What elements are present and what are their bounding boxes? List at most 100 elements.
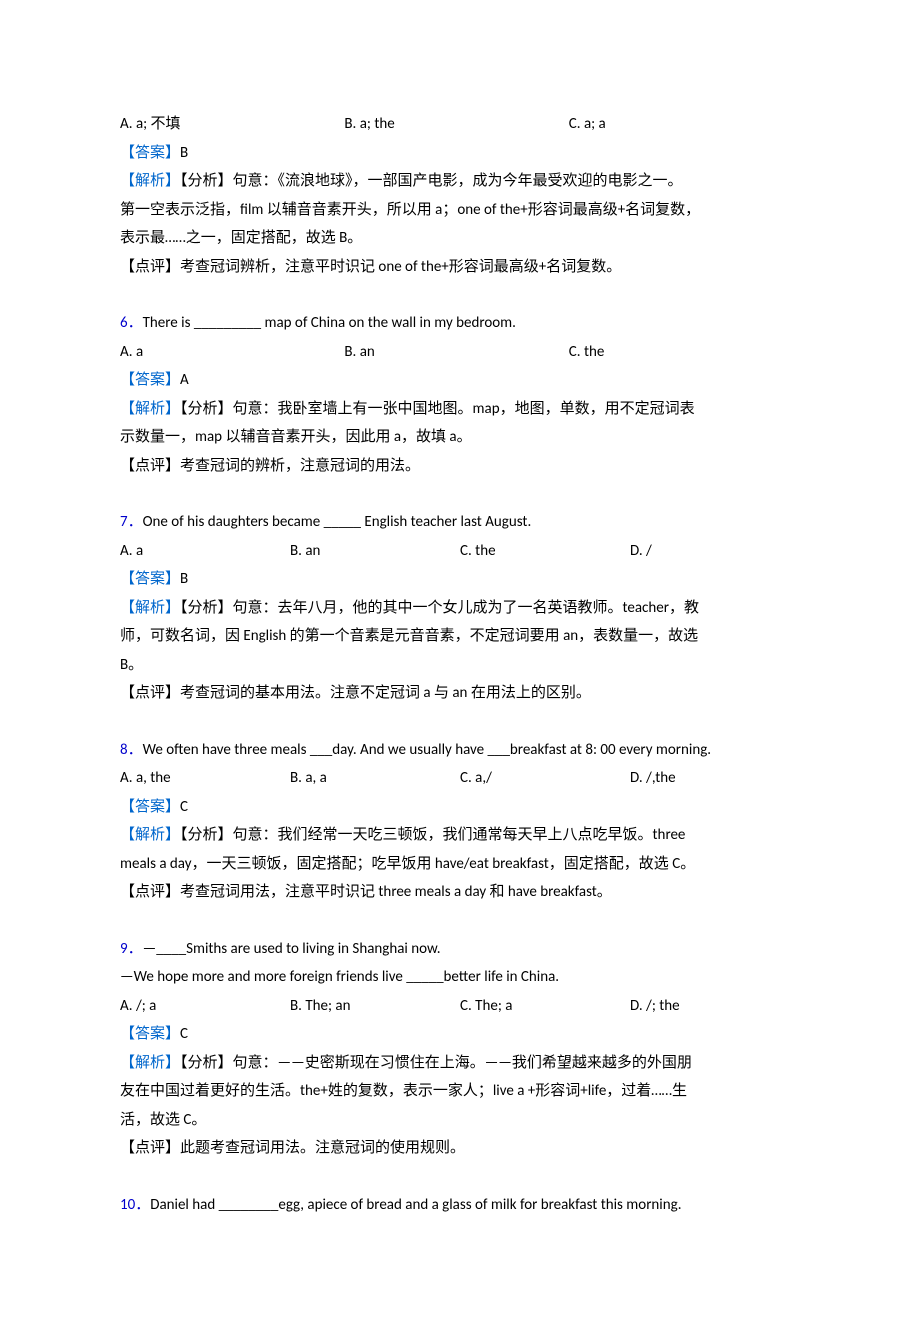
q8-number: 8． — [120, 741, 143, 759]
q8-explain-2: meals a day，一天三顿饭，固定搭配；吃早饭用 have/eat bre… — [120, 850, 800, 879]
review-label: 【点评】 — [120, 457, 180, 475]
question-7-block: 7．One of his daughters became _____ Engl… — [120, 508, 800, 708]
q6-answer-line: 【答案】A — [120, 366, 800, 395]
q7-review: 【点评】考查冠词的基本用法。注意不定冠词 a 与 an 在用法上的区别。 — [120, 679, 800, 708]
q7-explain-2: 师，可数名词，因 English 的第一个音素是元音音素，不定冠词要用 an，表… — [120, 622, 800, 651]
q8-stem: We often have three meals ___day. And we… — [143, 741, 711, 759]
answer-label: 【答案】 — [120, 570, 180, 588]
q8-opt-a: A. a, the — [120, 764, 290, 793]
q8-opt-b: B. a, a — [290, 764, 460, 793]
q6-opt-c: C. the — [569, 338, 793, 367]
q10-stem-line: 10．Daniel had ________egg, apiece of bre… — [120, 1191, 800, 1220]
q6-stem: There is _________ map of China on the w… — [143, 314, 516, 332]
q6-opt-b: B. an — [344, 338, 568, 367]
review-label: 【点评】 — [120, 1139, 180, 1157]
q10-number: 10． — [120, 1196, 150, 1214]
q6-opt-a: A. a — [120, 338, 344, 367]
q6-answer: A — [180, 371, 189, 389]
q9-number: 9． — [120, 940, 143, 958]
q8-opt-d: D. /,the — [630, 764, 800, 793]
q9-answer-line: 【答案】C — [120, 1020, 800, 1049]
q5-answer: B — [180, 144, 188, 162]
q5-opt-b: B. a; the — [344, 110, 568, 139]
q8-exp1: 句意：我们经常一天吃三顿饭，我们通常每天早上八点吃早饭。three — [233, 826, 686, 844]
explain-label: 【解析】 — [120, 400, 180, 418]
q6-exp1: 句意：我卧室墙上有一张中国地图。map，地图，单数，用不定冠词表 — [233, 400, 695, 418]
q6-stem-line: 6．There is _________ map of China on the… — [120, 309, 800, 338]
q8-answer-line: 【答案】C — [120, 793, 800, 822]
analysis-label: 【分析】 — [180, 172, 233, 190]
q9-options: A. /; a B. The; an C. The; a D. /; the — [120, 992, 800, 1021]
answer-label: 【答案】 — [120, 144, 180, 162]
q9-opt-c: C. The; a — [460, 992, 630, 1021]
q5-explain-3: 表示最……之一，固定搭配，故选 B。 — [120, 224, 800, 253]
q9-exp1: 句意：——史密斯现在习惯住在上海。——我们希望越来越多的外国朋 — [233, 1054, 692, 1072]
q7-opt-a: A. a — [120, 537, 290, 566]
explain-label: 【解析】 — [120, 172, 180, 190]
q7-opt-b: B. an — [290, 537, 460, 566]
q6-review: 【点评】考查冠词的辨析，注意冠词的用法。 — [120, 452, 800, 481]
q9-stem1: —____Smiths are used to living in Shangh… — [143, 940, 441, 958]
q7-opt-c: C. the — [460, 537, 630, 566]
analysis-label: 【分析】 — [180, 1054, 233, 1072]
q5-opt-a: A. a; 不填 — [120, 110, 344, 139]
q5-exp1: 句意：《流浪地球》，一部国产电影，成为今年最受欢迎的电影之一。 — [233, 172, 683, 190]
q6-explain-1: 【解析】【分析】句意：我卧室墙上有一张中国地图。map，地图，单数，用不定冠词表 — [120, 395, 800, 424]
review-label: 【点评】 — [120, 883, 180, 901]
question-10-block: 10．Daniel had ________egg, apiece of bre… — [120, 1191, 800, 1220]
question-6-block: 6．There is _________ map of China on the… — [120, 309, 800, 480]
q9-stem-line2: —We hope more and more foreign friends l… — [120, 963, 800, 992]
q6-number: 6． — [120, 314, 143, 332]
q8-options: A. a, the B. a, a C. a,/ D. /,the — [120, 764, 800, 793]
q8-review: 【点评】考查冠词用法，注意平时识记 three meals a day 和 ha… — [120, 878, 800, 907]
q10-stem: Daniel had ________egg, apiece of bread … — [150, 1196, 681, 1214]
q6-explain-2: 示数量一，map 以辅音音素开头，因此用 a，故填 a。 — [120, 423, 800, 452]
explain-label: 【解析】 — [120, 826, 180, 844]
question-5-block: A. a; 不填 B. a; the C. a; a 【答案】B 【解析】【分析… — [120, 110, 800, 281]
q5-explain-1: 【解析】【分析】句意：《流浪地球》，一部国产电影，成为今年最受欢迎的电影之一。 — [120, 167, 800, 196]
q8-opt-c: C. a,/ — [460, 764, 630, 793]
q5-options: A. a; 不填 B. a; the C. a; a — [120, 110, 800, 139]
answer-label: 【答案】 — [120, 798, 180, 816]
q8-stem-line: 8．We often have three meals ___day. And … — [120, 736, 800, 765]
analysis-label: 【分析】 — [180, 599, 233, 617]
q9-answer: C — [180, 1025, 188, 1043]
q7-rev: 考查冠词的基本用法。注意不定冠词 a 与 an 在用法上的区别。 — [180, 684, 591, 702]
q7-answer: B — [180, 570, 188, 588]
q5-rev: 考查冠词辨析，注意平时识记 one of the+形容词最高级+名词复数。 — [180, 258, 621, 276]
q9-opt-d: D. /; the — [630, 992, 800, 1021]
explain-label: 【解析】 — [120, 1054, 180, 1072]
q8-answer: C — [180, 798, 188, 816]
question-8-block: 8．We often have three meals ___day. And … — [120, 736, 800, 907]
q9-rev: 此题考查冠词用法。注意冠词的使用规则。 — [180, 1139, 465, 1157]
review-label: 【点评】 — [120, 684, 180, 702]
q6-options: A. a B. an C. the — [120, 338, 800, 367]
analysis-label: 【分析】 — [180, 826, 233, 844]
review-label: 【点评】 — [120, 258, 180, 276]
q8-rev: 考查冠词用法，注意平时识记 three meals a day 和 have b… — [180, 883, 612, 901]
answer-label: 【答案】 — [120, 1025, 180, 1043]
answer-label: 【答案】 — [120, 371, 180, 389]
q9-stem-line1: 9．—____Smiths are used to living in Shan… — [120, 935, 800, 964]
q6-rev: 考查冠词的辨析，注意冠词的用法。 — [180, 457, 420, 475]
explain-label: 【解析】 — [120, 599, 180, 617]
q9-explain-2: 友在中国过着更好的生活。the+姓的复数，表示一家人；live a +形容词+l… — [120, 1077, 800, 1106]
q7-exp1: 句意：去年八月，他的其中一个女儿成为了一名英语教师。teacher，教 — [233, 599, 699, 617]
q7-explain-1: 【解析】【分析】句意：去年八月，他的其中一个女儿成为了一名英语教师。teache… — [120, 594, 800, 623]
q7-number: 7． — [120, 513, 143, 531]
q9-opt-b: B. The; an — [290, 992, 460, 1021]
q8-explain-1: 【解析】【分析】句意：我们经常一天吃三顿饭，我们通常每天早上八点吃早饭。thre… — [120, 821, 800, 850]
q7-opt-d: D. / — [630, 537, 800, 566]
q7-answer-line: 【答案】B — [120, 565, 800, 594]
q9-explain-3: 活，故选 C。 — [120, 1106, 800, 1135]
q7-stem: One of his daughters became _____ Englis… — [143, 513, 532, 531]
q9-explain-1: 【解析】【分析】句意：——史密斯现在习惯住在上海。——我们希望越来越多的外国朋 — [120, 1049, 800, 1078]
q9-review: 【点评】此题考查冠词用法。注意冠词的使用规则。 — [120, 1134, 800, 1163]
q7-explain-3: B。 — [120, 651, 800, 680]
q5-answer-line: 【答案】B — [120, 139, 800, 168]
question-9-block: 9．—____Smiths are used to living in Shan… — [120, 935, 800, 1163]
q5-review: 【点评】考查冠词辨析，注意平时识记 one of the+形容词最高级+名词复数… — [120, 253, 800, 282]
q7-options: A. a B. an C. the D. / — [120, 537, 800, 566]
analysis-label: 【分析】 — [180, 400, 233, 418]
q7-stem-line: 7．One of his daughters became _____ Engl… — [120, 508, 800, 537]
